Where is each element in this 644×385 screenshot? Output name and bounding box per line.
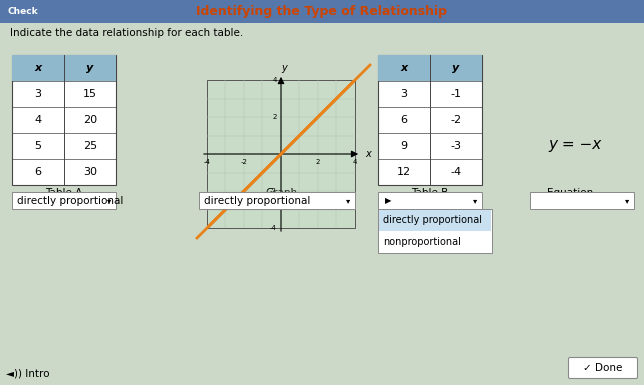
Text: -2: -2 [270,188,277,194]
Text: 20: 20 [83,115,97,125]
Text: -4: -4 [204,159,211,165]
Bar [12,192,116,209]
Text: 4: 4 [34,115,42,125]
Text: 6: 6 [35,167,41,177]
Bar [378,209,492,253]
Text: Equation: Equation [547,188,593,198]
Text: y = −x: y = −x [549,137,601,152]
Bar [379,210,491,231]
Text: 5: 5 [35,141,41,151]
Text: Check: Check [8,7,39,17]
Text: directly proportional: directly proportional [383,215,482,225]
Text: 3: 3 [35,89,41,99]
Bar [378,192,482,209]
Text: directly proportional: directly proportional [204,196,310,206]
Text: Identifying the Type of Relationship: Identifying the Type of Relationship [196,5,448,18]
Text: ▶: ▶ [385,196,392,205]
Text: -2: -2 [450,115,462,125]
Bar [0,0,644,23]
Text: ▾: ▾ [107,196,111,205]
Text: Table B: Table B [412,188,449,198]
Text: -1: -1 [451,89,462,99]
Text: -4: -4 [450,167,462,177]
Text: ▾: ▾ [346,196,350,205]
Text: 4: 4 [353,159,357,165]
Text: 4: 4 [272,77,277,83]
Text: Graph: Graph [265,188,297,198]
Bar [12,55,116,185]
Text: ▾: ▾ [625,196,629,205]
Text: ▾: ▾ [473,196,477,205]
Text: 9: 9 [401,141,408,151]
Text: 2: 2 [316,159,320,165]
Text: y: y [452,63,460,73]
Bar [530,192,634,209]
Text: Indicate the data relationship for each table.: Indicate the data relationship for each … [10,28,243,38]
Text: y: y [86,63,93,73]
Text: y: y [281,63,287,73]
Text: -4: -4 [270,225,277,231]
Text: 3: 3 [401,89,408,99]
Text: nonproportional: nonproportional [383,237,461,247]
FancyBboxPatch shape [569,358,638,378]
Bar [12,55,116,81]
Text: -2: -2 [241,159,247,165]
Text: x: x [34,63,42,73]
Text: ◄)) Intro: ◄)) Intro [6,368,50,378]
Bar [199,192,355,209]
Text: -3: -3 [451,141,462,151]
Text: directly proportional: directly proportional [17,196,124,206]
Text: 12: 12 [397,167,411,177]
Text: 25: 25 [83,141,97,151]
Text: 6: 6 [401,115,408,125]
Bar [207,80,355,228]
Text: ✓ Done: ✓ Done [583,363,623,373]
Text: 2: 2 [272,114,277,120]
Text: x: x [401,63,408,73]
Text: 15: 15 [83,89,97,99]
Bar [378,55,482,81]
Bar [378,55,482,185]
Text: Table A: Table A [45,188,82,198]
Text: 30: 30 [83,167,97,177]
Text: x: x [365,149,371,159]
